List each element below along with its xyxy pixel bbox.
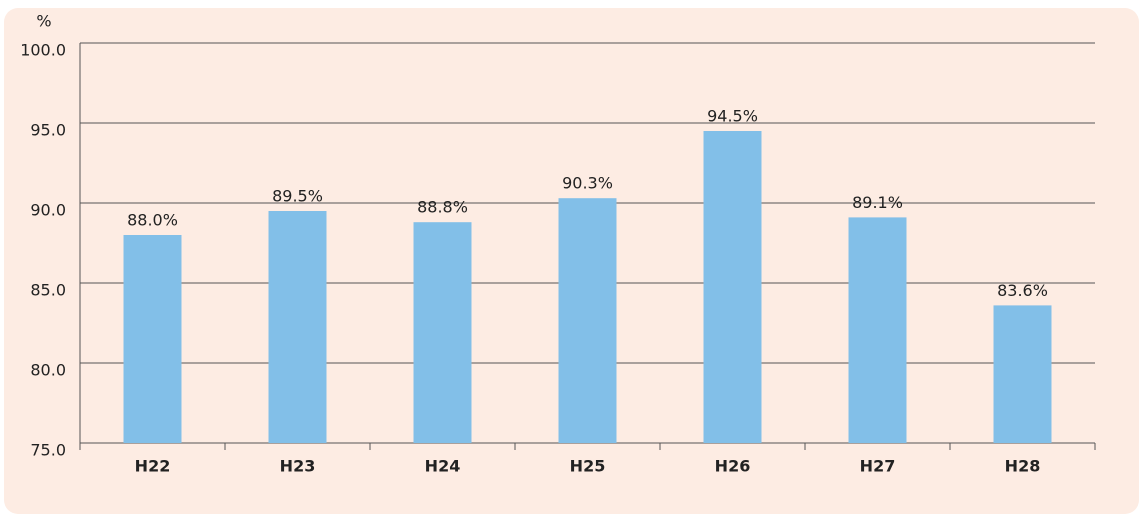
y-tick-label: 100.0 <box>20 41 66 60</box>
x-tick-label: H24 <box>425 457 461 476</box>
value-label: 94.5% <box>707 107 758 126</box>
value-label: 90.3% <box>562 174 613 193</box>
value-label: 83.6% <box>997 281 1048 300</box>
x-tick-label: H28 <box>1005 457 1041 476</box>
y-tick-label: 90.0 <box>30 201 66 220</box>
x-tick-label: H25 <box>570 457 606 476</box>
x-tick-label: H23 <box>280 457 316 476</box>
bar <box>848 217 907 443</box>
value-label: 88.0% <box>127 211 178 230</box>
value-label: 89.5% <box>272 187 323 206</box>
y-tick-label: 75.0 <box>30 441 66 460</box>
value-label: 89.1% <box>852 193 903 212</box>
bar <box>993 305 1052 443</box>
bar <box>703 131 762 443</box>
y-tick-label: 85.0 <box>30 281 66 300</box>
bar <box>413 222 472 443</box>
y-unit-label: % <box>36 12 51 31</box>
bar <box>268 211 327 443</box>
x-tick-label: H22 <box>135 457 171 476</box>
y-tick-label: 80.0 <box>30 361 66 380</box>
x-tick-label: H26 <box>715 457 751 476</box>
bar <box>558 198 617 443</box>
y-tick-label: 95.0 <box>30 121 66 140</box>
value-label: 88.8% <box>417 198 468 217</box>
x-tick-label: H27 <box>860 457 896 476</box>
bar <box>123 235 182 443</box>
